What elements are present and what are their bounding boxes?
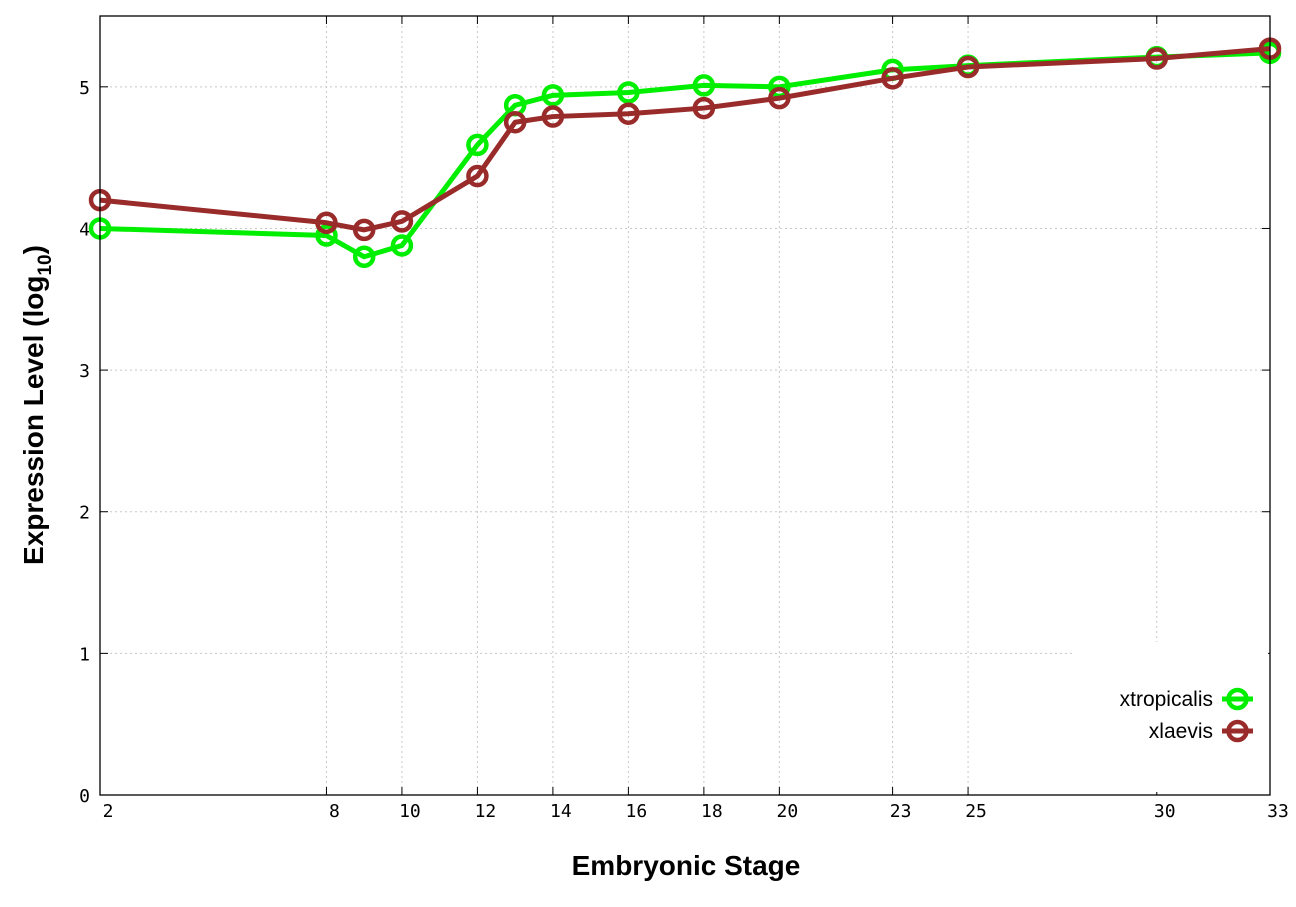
series-layer: [88, 37, 1282, 269]
x-tick-label: 2: [103, 801, 114, 822]
data-point: [617, 102, 640, 125]
legend-label: xtropicalis: [1120, 688, 1213, 711]
series-xlaevis: [88, 37, 1282, 242]
data-point: [390, 210, 414, 233]
y-tick-label: 1: [79, 644, 90, 665]
data-point: [617, 81, 640, 104]
x-tick-label: 23: [890, 801, 912, 822]
y-tick-label: 2: [79, 503, 90, 524]
y-tick-label: 3: [79, 361, 90, 382]
data-point: [315, 211, 338, 235]
legend-background: [1072, 642, 1268, 792]
series-line: [99, 46, 1271, 233]
x-tick-label: 25: [965, 801, 987, 822]
y-axis-title: Expression Level (log10): [18, 245, 56, 565]
data-point: [541, 105, 565, 128]
data-point: [1145, 47, 1169, 70]
legend-label: xlaevis: [1149, 720, 1213, 743]
data-point: [692, 96, 716, 120]
data-point: [503, 110, 527, 134]
x-tick-label: 12: [475, 801, 497, 822]
data-point: [692, 74, 716, 97]
data-point: [541, 84, 565, 107]
y-tick-label: 0: [79, 786, 90, 807]
x-axis-title: Embryonic Stage: [572, 850, 801, 881]
x-tick-label: 20: [777, 801, 799, 822]
data-point: [352, 245, 376, 269]
data-point: [466, 164, 489, 188]
series-xtropicalis: [88, 41, 1282, 269]
data-point: [466, 133, 489, 157]
legend-swatch-marker: [1226, 687, 1249, 711]
plot-frame: [99, 15, 1271, 796]
data-point: [881, 67, 904, 90]
legend-swatch-marker: [1226, 719, 1249, 743]
data-point: [956, 55, 980, 79]
x-tick-label: 30: [1154, 801, 1176, 822]
y-tick-label: 5: [79, 78, 90, 99]
series-line: [99, 50, 1271, 260]
x-tick-label: 33: [1267, 801, 1289, 822]
data-point: [315, 224, 338, 247]
data-point: [352, 218, 376, 242]
x-axis-ticks: 2 8 10 12 14 16 18 20 23 25 30 33: [99, 16, 1289, 822]
x-tick-label: 10: [399, 801, 421, 822]
x-tick-label: 14: [550, 801, 572, 822]
x-tick-label: 18: [701, 801, 723, 822]
x-tick-label: 8: [329, 801, 340, 822]
legend: xtropicalis xlaevis: [1072, 642, 1268, 792]
data-point: [390, 234, 414, 257]
y-tick-label: 4: [79, 219, 90, 240]
data-point: [768, 86, 791, 110]
x-tick-label: 16: [626, 801, 648, 822]
